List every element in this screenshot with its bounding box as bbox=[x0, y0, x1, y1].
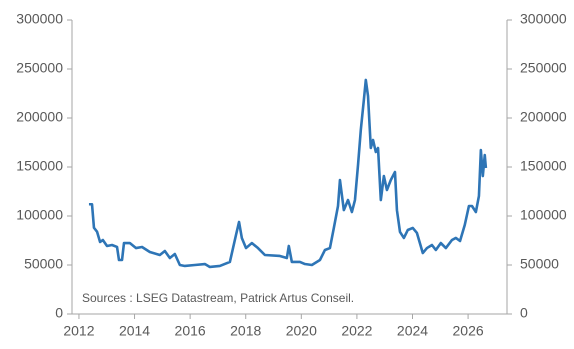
y-tick-label: 0 bbox=[55, 305, 63, 321]
annotation: Sources : LSEG Datastream, Patrick Artus… bbox=[82, 291, 354, 305]
y-tick-label: 150000 bbox=[16, 158, 63, 174]
x-tick-label: 2022 bbox=[341, 323, 372, 339]
y-tick-label: 50000 bbox=[24, 256, 63, 272]
y2-tick-label: 50000 bbox=[520, 256, 559, 272]
x-tick-label: 2024 bbox=[397, 323, 428, 339]
y2-tick-label: 100000 bbox=[520, 207, 567, 223]
y-tick-label: 250000 bbox=[16, 60, 63, 76]
y2-tick-label: 250000 bbox=[520, 60, 567, 76]
y-tick-label: 200000 bbox=[16, 109, 63, 125]
y2-tick-label: 300000 bbox=[520, 11, 567, 27]
y2-tick-label: 0 bbox=[520, 305, 528, 321]
x-tick-label: 2014 bbox=[119, 323, 150, 339]
x-tick-label: 2012 bbox=[63, 323, 94, 339]
line-series bbox=[88, 78, 488, 269]
y-tick-label: 300000 bbox=[16, 11, 63, 27]
x-tick-label: 2018 bbox=[230, 323, 261, 339]
y2-tick-label: 150000 bbox=[520, 158, 567, 174]
y2-tick-label: 200000 bbox=[520, 109, 567, 125]
x-tick-label: 2026 bbox=[453, 323, 484, 339]
y-tick-label: 100000 bbox=[16, 207, 63, 223]
x-tick-label: 2016 bbox=[175, 323, 206, 339]
x-tick-label: 2020 bbox=[286, 323, 317, 339]
